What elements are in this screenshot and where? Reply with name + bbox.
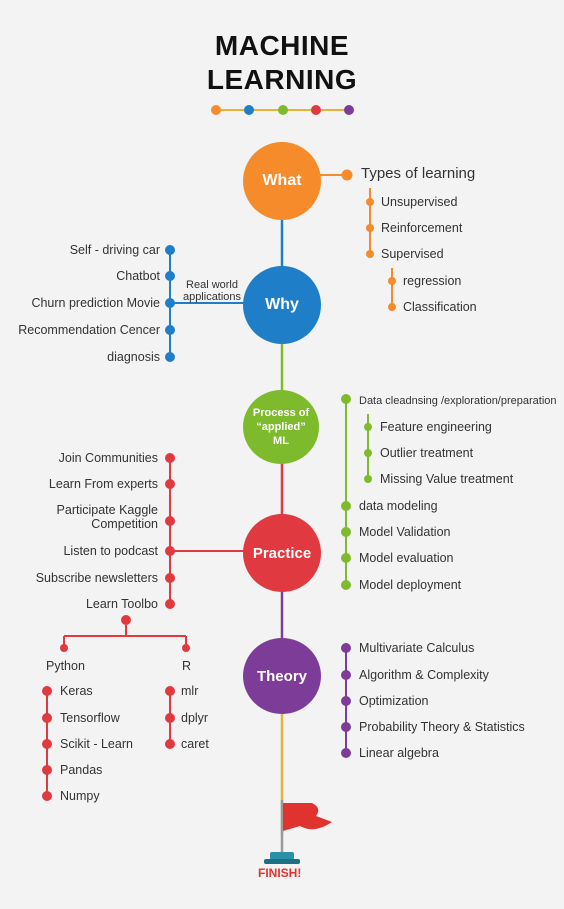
process-item-1: Model Validation [359, 525, 451, 539]
process-branch [341, 394, 372, 590]
what-item-0: Unsupervised [381, 195, 458, 209]
why-item-2: Churn prediction Movie [31, 296, 160, 310]
title-line-1: MACHINE [214, 30, 350, 61]
why-item-0: Self - driving car [69, 243, 160, 257]
r-item-1: dplyr [181, 711, 209, 725]
python-item-4: Numpy [60, 789, 100, 803]
title-dot-green [278, 105, 288, 115]
what-branch [320, 169, 396, 311]
what-item-2: Supervised [381, 247, 444, 261]
practice-item-4: Subscribe newsletters [35, 571, 158, 585]
python-item-3: Pandas [60, 763, 103, 777]
tools-r: R [182, 659, 192, 673]
practice-branch [42, 453, 244, 801]
process-sub-2: Missing Value treatment [380, 472, 514, 486]
why-item-1: Chatbot [116, 269, 160, 283]
finish-flag-icon [264, 800, 332, 864]
title-dots [211, 105, 354, 115]
node-practice: Practice [243, 514, 321, 592]
process-item-2: Model evaluation [359, 551, 454, 565]
title-dot-red [311, 105, 321, 115]
python-item-2: Scikit - Learn [60, 737, 133, 751]
python-item-0: Keras [60, 684, 93, 698]
node-why: Why [243, 266, 321, 344]
why-branch [165, 245, 244, 362]
theory-item-4: Linear algebra [359, 746, 439, 760]
supervised-item-0: regression [403, 274, 462, 288]
what-item-1: Reinforcement [381, 221, 463, 235]
title-dot-blue [244, 105, 254, 115]
theory-branch [341, 643, 351, 758]
theory-item-0: Multivariate Calculus [359, 641, 475, 655]
why-connector-label: Real world applications [182, 279, 242, 303]
practice-item-1: Learn From experts [48, 477, 158, 491]
supervised-item-1: Classification [403, 300, 477, 314]
process-sub-1: Outlier treatment [380, 446, 474, 460]
title-dot-orange [211, 105, 221, 115]
what-types-label: Types of learning [361, 165, 476, 182]
title-line-2: LEARNING [206, 64, 358, 95]
practice-item-0: Join Communities [58, 451, 158, 465]
theory-item-2: Optimization [359, 694, 429, 708]
tools-python: Python [46, 659, 85, 673]
theory-item-3: Probability Theory & Statistics [359, 720, 525, 734]
node-what: What [243, 142, 321, 220]
process-sub-0: Feature engineering [380, 420, 492, 434]
why-item-4: diagnosis [107, 350, 160, 364]
why-item-3: Recommendation Cencer [18, 323, 160, 337]
title-dot-purple [344, 105, 354, 115]
finish-label: FINISH! [258, 866, 302, 880]
process-head: Data cleadnsing /exploration/preparation [359, 395, 557, 407]
practice-item-2: Participate Kaggle Competition [56, 503, 158, 531]
node-theory: Theory [243, 638, 321, 714]
process-item-0: data modeling [359, 499, 438, 513]
r-item-0: mlr [181, 684, 199, 698]
process-item-3: Model deployment [359, 578, 462, 592]
r-item-2: caret [181, 737, 209, 751]
node-process: Process of “applied” ML [243, 390, 319, 464]
practice-item-5: Learn Toolbo [85, 597, 158, 611]
python-item-1: Tensorflow [60, 711, 120, 725]
theory-item-1: Algorithm & Complexity [359, 668, 489, 682]
practice-item-3: Listen to podcast [63, 544, 158, 558]
